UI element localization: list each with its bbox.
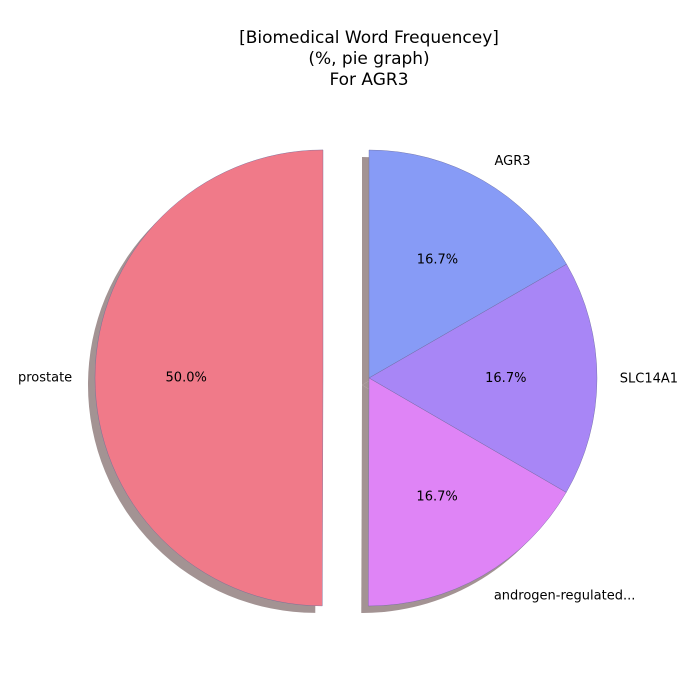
chart-title: [Biomedical Word Frequencey] (%, pie gra… (239, 28, 499, 90)
title-line-2: (%, pie graph) (308, 49, 429, 69)
pie-slice-prostate (94, 149, 324, 607)
slice-percent-agr3: 16.7% (417, 253, 458, 268)
pie-slices (94, 149, 598, 607)
title-line-3: For AGR3 (329, 70, 408, 90)
pie-slice-androgen-regulated (368, 377, 567, 607)
slice-label-slc14a1: SLC14A1 (620, 371, 678, 386)
slice-label-androgen-regulated: androgen-regulated... (494, 589, 636, 604)
slice-percent-prostate: 50.0% (166, 371, 207, 386)
slice-labels: AGR3 16.7% SLC14A1 16.7% androgen-regulated.… (18, 154, 678, 604)
slice-percent-slc14a1: 16.7% (485, 371, 526, 386)
pie-slice-slc14a1 (368, 263, 598, 493)
slice-label-agr3: AGR3 (495, 154, 531, 169)
slice-percent-androgen-regulated: 16.7% (416, 490, 457, 505)
slice-label-prostate: prostate (18, 371, 72, 386)
title-line-1: [Biomedical Word Frequencey] (239, 28, 499, 48)
pie-slice-agr3 (368, 149, 567, 379)
